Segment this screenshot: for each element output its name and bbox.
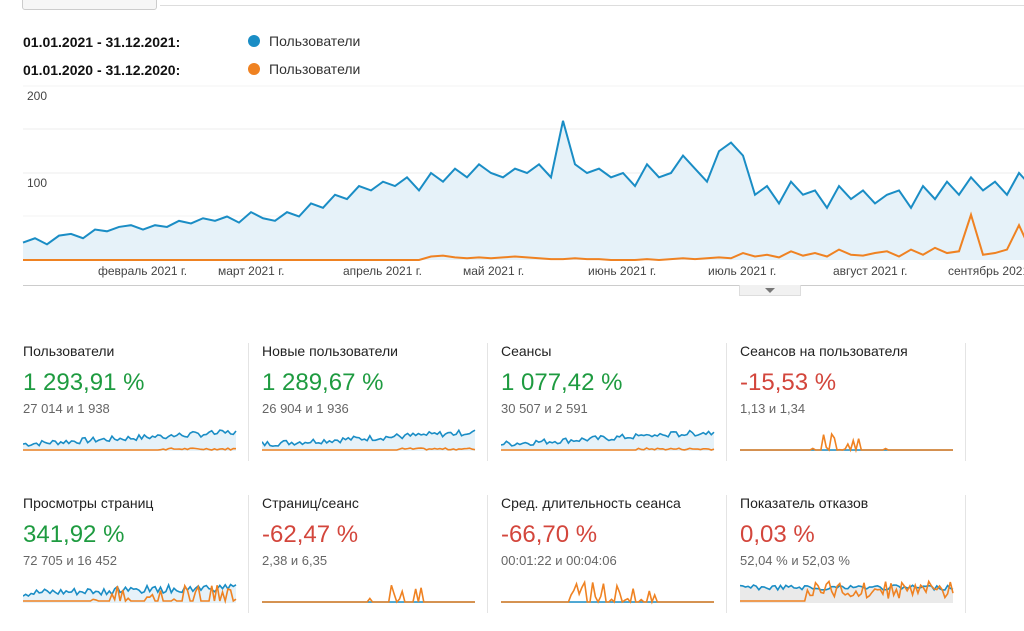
metric-change: -15,53 % [740, 369, 837, 396]
metric-card[interactable]: Пользователи 1 293,91 % 27 014 и 1 938 [23, 343, 249, 461]
metric-change: 1 293,91 % [23, 369, 145, 396]
metric-change: 1 077,42 % [501, 369, 623, 396]
metric-change: 0,03 % [740, 521, 815, 548]
x-tick-label: август 2021 г. [833, 264, 908, 278]
dot-icon [248, 63, 260, 75]
metric-sparkline [23, 429, 237, 451]
sparkline-previous [262, 447, 476, 451]
metric-change: -66,70 % [501, 521, 598, 548]
metric-change: 1 289,67 % [262, 369, 384, 396]
metric-values: 52,04 % и 52,03 % [740, 553, 850, 568]
x-tick-label: июль 2021 г. [708, 264, 777, 278]
collapse-chart-toggle[interactable] [739, 285, 801, 296]
metric-values: 27 014 и 1 938 [23, 401, 110, 416]
x-tick-label: июнь 2021 г. [588, 264, 657, 278]
metric-card[interactable]: Показатель отказов 0,03 % 52,04 % и 52,0… [740, 495, 966, 613]
metric-card[interactable]: Сред. длительность сеанса -66,70 % 00:01… [501, 495, 727, 613]
metric-values: 00:01:22 и 00:04:06 [501, 553, 617, 568]
sparkline-previous [740, 432, 953, 453]
metric-title: Просмотры страниц [23, 495, 154, 511]
metric-change: 341,92 % [23, 521, 125, 548]
dot-icon [248, 35, 260, 47]
legend-range-previous: 01.01.2020 - 31.12.2020: [23, 62, 181, 78]
sparkline-area [23, 430, 236, 451]
sparkline-previous [23, 583, 237, 605]
metric-title: Сред. длительность сеанса [501, 495, 681, 511]
sparkline-previous [501, 447, 715, 451]
metric-title: Сеансы [501, 343, 552, 359]
chevron-down-icon [765, 288, 775, 293]
legend-item-previous[interactable]: Пользователи [248, 61, 360, 77]
y-tick-label: 200 [27, 89, 48, 103]
sparkline-current [262, 428, 476, 447]
sparkline-current [740, 583, 954, 592]
sparkline-previous [23, 447, 237, 451]
sparkline-current [23, 582, 237, 598]
sparkline-current [501, 429, 715, 447]
sparkline-current [23, 429, 237, 447]
metric-change: -62,47 % [262, 521, 359, 548]
metric-card[interactable]: Сеансы 1 077,42 % 30 507 и 2 591 [501, 343, 727, 461]
series-area [23, 120, 1024, 260]
x-tick-label: март 2021 г. [218, 264, 285, 278]
metric-sparkline [23, 582, 237, 605]
metric-values: 1,13 и 1,34 [740, 401, 806, 416]
metric-card[interactable]: Просмотры страниц 341,92 % 72 705 и 16 4… [23, 495, 249, 613]
metric-sparkline [740, 579, 954, 603]
metric-title: Новые пользователи [262, 343, 398, 359]
metric-sparkline [740, 432, 953, 453]
x-tick-label: май 2021 г. [463, 264, 525, 278]
sparkline-previous [262, 584, 475, 604]
metric-values: 2,38 и 6,35 [262, 553, 328, 568]
x-tick-label: апрель 2021 г. [343, 264, 422, 278]
metric-title: Сеансов на пользователя [740, 343, 908, 359]
metric-values: 30 507 и 2 591 [501, 401, 588, 416]
legend-label: Пользователи [269, 61, 361, 77]
metric-sparkline [501, 429, 715, 451]
sparkline-previous [501, 579, 714, 605]
metric-card[interactable]: Сеансов на пользователя -15,53 % 1,13 и … [740, 343, 966, 461]
metric-values: 72 705 и 16 452 [23, 553, 118, 568]
x-tick-label: сентябрь 2021 г. [948, 264, 1024, 278]
metric-title: Пользователи [23, 343, 115, 359]
legend-label: Пользователи [269, 33, 361, 49]
legend-range-current: 01.01.2021 - 31.12.2021: [23, 34, 181, 50]
metric-values: 26 904 и 1 936 [262, 401, 349, 416]
metric-title: Страниц/сеанс [262, 495, 359, 511]
legend-item-current[interactable]: Пользователи [248, 33, 360, 49]
users-line-chart[interactable] [0, 80, 1024, 285]
metric-sparkline [262, 584, 475, 604]
metric-card[interactable]: Новые пользователи 1 289,67 % 26 904 и 1… [262, 343, 488, 461]
top-button[interactable] [22, 0, 157, 10]
y-tick-label: 100 [27, 176, 48, 190]
sparkline-area [501, 430, 714, 451]
metric-card[interactable]: Страниц/сеанс -62,47 % 2,38 и 6,35 [262, 495, 488, 613]
series-line-2020 [23, 211, 1024, 262]
divider [160, 5, 1024, 6]
metric-title: Показатель отказов [740, 495, 869, 511]
x-tick-label: февраль 2021 г. [98, 264, 188, 278]
metric-sparkline [501, 579, 714, 605]
series-line-2021 [22, 120, 1024, 246]
divider [23, 285, 1024, 286]
sparkline-previous [740, 579, 954, 602]
metric-sparkline [262, 428, 476, 451]
sparkline-area [262, 430, 475, 451]
